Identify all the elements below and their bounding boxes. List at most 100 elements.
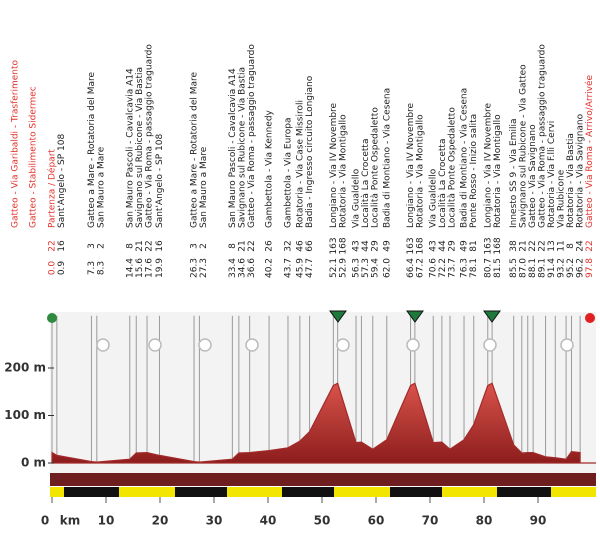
waypoint-label: Località La Crocetta: [438, 139, 448, 228]
waypoint-altitude: 168: [493, 237, 503, 254]
waypoint-altitude: 13: [547, 240, 557, 251]
waypoint-km: 17.6: [144, 258, 154, 278]
sprint-markers: [96, 338, 574, 352]
waypoint-label: Rotatoria - Via Montigallo: [416, 114, 426, 228]
waypoint-altitude: 3: [87, 243, 97, 249]
waypoint-km: 15.6: [135, 258, 145, 278]
waypoint-km: 14.4: [125, 258, 135, 278]
waypoint-label: Gatteo - Via Roma - passaggio traguardo: [144, 44, 154, 228]
y-tick-label: 0 m: [21, 456, 46, 470]
waypoint-label: Rotatoria - Via Case Missiroli: [295, 100, 305, 228]
x-tick-label: 90: [530, 514, 547, 528]
waypoint-altitude: 168: [338, 237, 348, 254]
waypoint-label: Longiano - Via IV Novembre: [483, 102, 493, 228]
waypoint-altitude: 22: [144, 240, 154, 251]
waypoint-km: 26.3: [190, 258, 200, 278]
waypoint-km: 72.2: [438, 258, 448, 278]
waypoint-km: 88.1: [528, 258, 538, 278]
waypoint-label: San Mauro Pascoli - Cavalcavia A14: [125, 68, 135, 228]
waypoint-label: Sant'Angelo - SP 108: [155, 134, 165, 228]
waypoint-label: Rotatoria - Via Montigallo: [493, 114, 503, 228]
waypoint-altitude: 22: [247, 240, 257, 251]
waypoint-label: Gatteo a Mare - Rotatoria del Mare: [87, 71, 97, 228]
waypoint-altitude: 21: [135, 240, 145, 251]
waypoint-altitude: 44: [438, 240, 448, 252]
waypoint-km: 80.7: [483, 258, 493, 278]
waypoint-km: 57.3: [361, 258, 371, 278]
waypoint-altitude: 29: [448, 240, 458, 252]
waypoint-km: 27.3: [199, 258, 209, 278]
waypoint-altitude: 24: [576, 240, 586, 252]
waypoint-km: 34.6: [237, 258, 247, 278]
transfer-note: Gatteo - Stabilimento Sidermec: [29, 86, 39, 228]
waypoint-km: 33.4: [228, 258, 238, 278]
waypoint-label: Rotatoria - Via F.lli Cervi: [547, 121, 557, 228]
sprint-marker: [483, 338, 497, 352]
waypoint-altitude: 2: [96, 243, 106, 249]
x-tick-label: 10: [98, 514, 115, 528]
waypoint-label: Badia di Montiano - Via Cesena: [460, 88, 470, 228]
waypoint-km: 0.0: [48, 261, 58, 276]
waypoint-km: 89.1: [538, 258, 548, 278]
sector-block: [390, 487, 442, 497]
waypoint-altitude: 81: [469, 240, 479, 251]
waypoint-km: 59.4: [371, 258, 381, 278]
waypoint-km: 43.7: [283, 258, 293, 278]
waypoint-label: Partenza / Départ: [47, 149, 58, 228]
waypoint-km: 19.9: [155, 258, 165, 278]
waypoint-altitude: 8: [125, 243, 135, 249]
sector-block: [282, 487, 334, 497]
waypoint-label: Via Gualdello: [429, 168, 439, 228]
x-tick-label: 50: [314, 514, 331, 528]
waypoint-label: Longiano - Via IV Novembre: [329, 102, 339, 228]
waypoint-label: Gambettola - Via Europa: [283, 117, 293, 228]
sprint-marker: [96, 338, 110, 352]
x-tick-label: 30: [206, 514, 223, 528]
waypoint-altitude: 43: [429, 240, 439, 251]
waypoint-altitude: 22: [528, 240, 538, 251]
waypoint-altitude: 21: [237, 240, 247, 251]
waypoint-altitude: 21: [519, 240, 529, 251]
sector-block: [64, 487, 119, 497]
finish-marker: [585, 313, 595, 323]
waypoint-km: 85.5: [509, 258, 519, 278]
waypoint-altitude: 46: [295, 240, 305, 252]
waypoint-altitude: 168: [416, 237, 426, 254]
waypoint-km: 66.4: [406, 258, 416, 278]
waypoint-label: Savignano sul Rubicone - Via Bastia: [135, 67, 145, 228]
waypoint-altitude: 3: [190, 243, 200, 249]
waypoint-km: 95.2: [566, 258, 576, 278]
sprint-marker: [336, 338, 350, 352]
waypoint-km: 0.9: [57, 261, 67, 276]
waypoint-altitude: 43: [352, 240, 362, 251]
x-axis-label: km: [60, 514, 80, 528]
waypoint-km: 52.1: [329, 258, 339, 278]
waypoint-altitude: 29: [371, 240, 381, 252]
road-strip: [50, 473, 596, 486]
waypoint-altitude: 8: [566, 243, 576, 249]
waypoint-label: Gatteo - Via Roma - Arrivo/Arrivée: [584, 74, 595, 228]
waypoint-label: Sant'Angelo - SP 108: [57, 134, 67, 228]
waypoint-km: 36.6: [247, 258, 257, 278]
waypoint-km: 96.2: [576, 258, 586, 278]
waypoint-km: 91.4: [547, 258, 557, 278]
y-tick-label: 100 m: [4, 408, 46, 422]
kom-marker: [483, 310, 501, 323]
waypoint-km: 62.0: [382, 258, 392, 278]
waypoint-label: San Mauro a Mare: [96, 146, 106, 228]
waypoint-altitude: 26: [265, 240, 275, 252]
waypoint-altitude: 16: [155, 240, 165, 252]
waypoint-altitude: 32: [283, 240, 293, 251]
waypoint-label: Savignano sul Rubicone - Via Gatteo: [519, 64, 529, 228]
sprint-marker: [560, 338, 574, 352]
waypoint-altitude: 66: [305, 240, 315, 252]
sector-blocks: [64, 487, 551, 497]
waypoint-km: 45.9: [295, 258, 305, 278]
waypoint-altitude: 22: [538, 240, 548, 251]
waypoint-altitude: 22: [585, 240, 595, 251]
waypoint-altitude: 163: [406, 237, 416, 254]
start-marker: [47, 313, 57, 323]
waypoint-label: Badia - Ingresso circuito Longiano: [305, 75, 315, 228]
waypoint-km: 78.1: [469, 258, 479, 278]
